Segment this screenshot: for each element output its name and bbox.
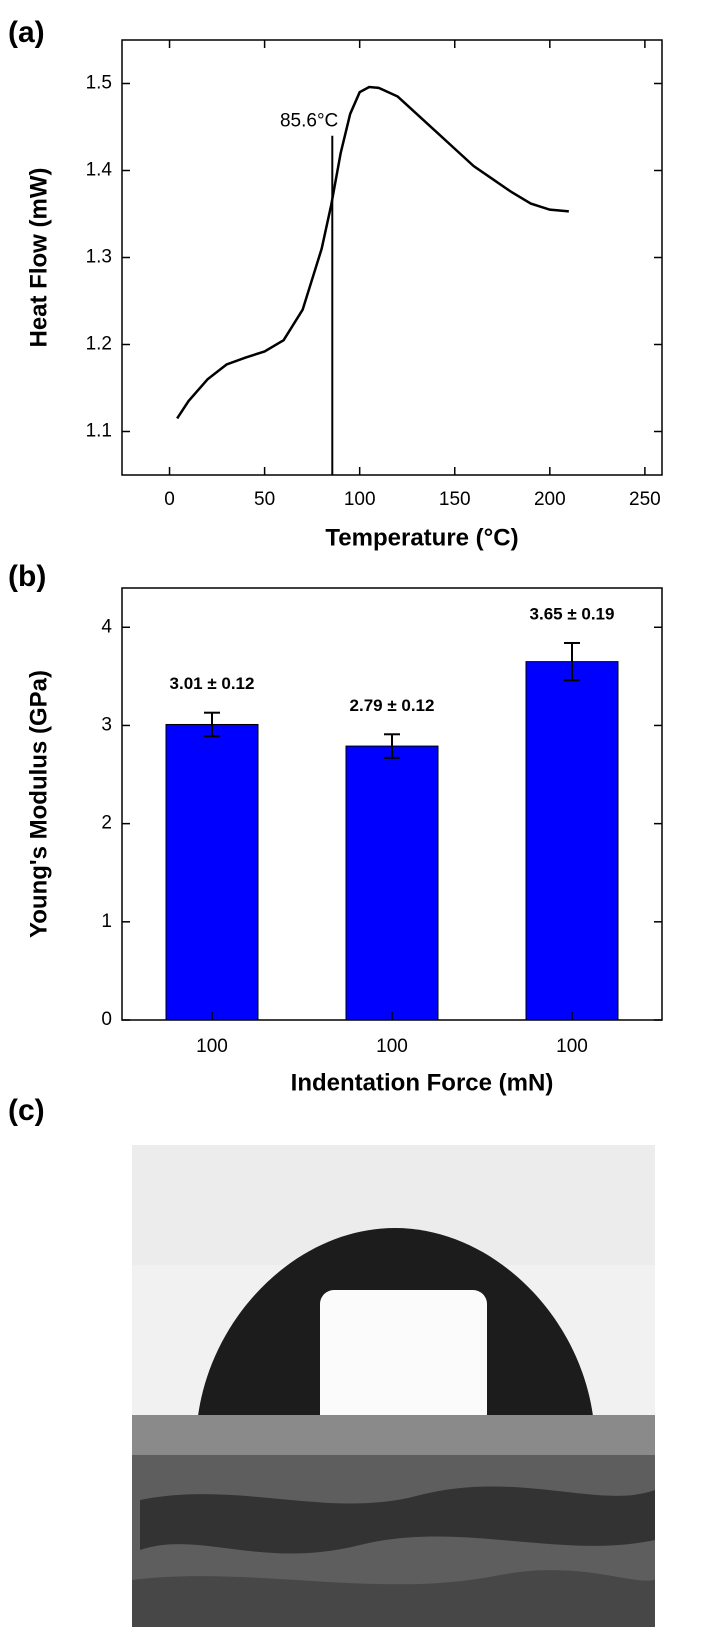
y-tick-label: 1 [101, 911, 112, 932]
x-tick-label: 100 [344, 489, 376, 510]
value-label: 3.65 ± 0.19 [530, 604, 615, 623]
error-bar [204, 711, 220, 738]
x-tick-label: 100 [556, 1036, 588, 1057]
y-axis-title: Heat Flow (mW) [25, 168, 52, 348]
x-tick-label: 0 [164, 489, 175, 510]
x-tick-label: 100 [376, 1036, 408, 1057]
bar [165, 723, 259, 1021]
value-label: 2.79 ± 0.12 [350, 696, 435, 715]
line-series [176, 85, 569, 420]
bar [525, 661, 619, 1021]
error-bar [384, 733, 400, 759]
y-tick-label: 1.1 [86, 421, 112, 442]
x-tick-label: 150 [439, 489, 471, 510]
y-tick-label: 1.5 [86, 73, 112, 94]
x-axis-title: Indentation Force (mN) [291, 1069, 554, 1096]
x-axis-title: Temperature (°C) [325, 524, 518, 551]
y-tick-label: 3 [101, 714, 112, 735]
panel-label: (b) [8, 560, 46, 593]
substrate-texture [140, 1486, 655, 1554]
y-tick-label: 2 [101, 813, 112, 834]
y-tick-label: 1.4 [86, 160, 113, 181]
panel-label: (a) [8, 16, 45, 49]
panel-label: (c) [8, 1094, 45, 1127]
plot-frame [121, 39, 663, 476]
x-tick-label: 100 [196, 1036, 228, 1057]
y-tick-label: 1.3 [86, 247, 112, 268]
y-tick-label: 0 [101, 1009, 112, 1030]
y-tick-label: 1.2 [86, 334, 112, 355]
substrate-surface [132, 1415, 655, 1455]
error-bar [564, 641, 580, 682]
droplet-highlight [320, 1290, 487, 1445]
y-tick-label: 4 [101, 616, 112, 637]
value-label: 3.01 ± 0.12 [170, 674, 255, 693]
x-tick-label: 200 [534, 489, 566, 510]
annotation-label: 85.6°C [280, 111, 338, 132]
x-tick-label: 50 [254, 489, 275, 510]
x-tick-label: 250 [629, 489, 661, 510]
bar [345, 745, 439, 1021]
y-axis-title: Young's Modulus (GPa) [25, 670, 52, 938]
substrate-texture [132, 1570, 655, 1627]
contact-angle-photo [132, 1145, 655, 1627]
